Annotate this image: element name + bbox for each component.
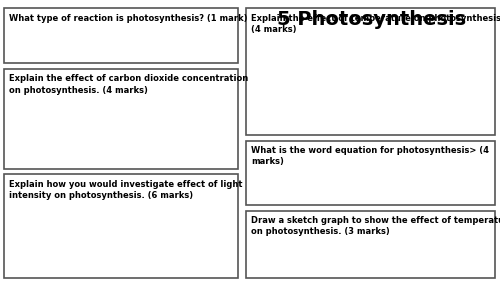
FancyBboxPatch shape (246, 8, 495, 135)
Text: Draw a sketch graph to show the effect of temperature
on photosynthesis. (3 mark: Draw a sketch graph to show the effect o… (251, 216, 500, 237)
FancyBboxPatch shape (4, 174, 238, 278)
Text: What is the word equation for photosynthesis> (4
marks): What is the word equation for photosynth… (251, 146, 489, 166)
Text: Explain the effect of temperature on photosynthesis.
(4 marks): Explain the effect of temperature on pho… (251, 14, 500, 34)
FancyBboxPatch shape (246, 140, 495, 205)
FancyBboxPatch shape (246, 211, 495, 278)
FancyBboxPatch shape (4, 69, 238, 169)
FancyBboxPatch shape (4, 8, 238, 63)
Text: What type of reaction is photosynthesis? (1 mark): What type of reaction is photosynthesis?… (9, 14, 248, 23)
Text: Explain how you would investigate effect of light
intensity on photosynthesis. (: Explain how you would investigate effect… (9, 180, 242, 200)
Text: 5 Photosynthesis: 5 Photosynthesis (277, 10, 466, 29)
Text: Explain the effect of carbon dioxide concentration
on photosynthesis. (4 marks): Explain the effect of carbon dioxide con… (9, 74, 248, 95)
